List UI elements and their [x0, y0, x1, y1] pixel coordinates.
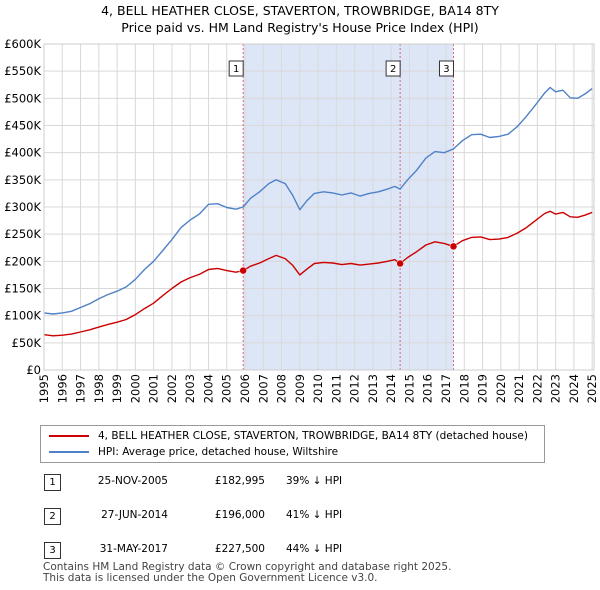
- y-tick-label: £550K: [4, 64, 41, 78]
- y-tick-label: £500K: [4, 91, 41, 105]
- x-tick-label: 1995: [37, 374, 51, 403]
- x-tick-label: 2019: [476, 374, 490, 403]
- x-tick-label: 1999: [110, 374, 124, 403]
- footer: Contains HM Land Registry data © Crown c…: [43, 562, 451, 584]
- y-tick-label: £50K: [12, 336, 42, 350]
- x-tick-label: 2021: [512, 374, 526, 403]
- transaction-date: 31-MAY-2017: [99, 543, 168, 555]
- y-tick-label: £150K: [4, 282, 41, 296]
- series-line-property: [43, 210, 593, 337]
- x-tick-label: 1998: [92, 374, 106, 403]
- sale-point: [396, 259, 404, 268]
- transaction-price: £182,995: [214, 475, 265, 487]
- legend-label-property: 4, BELL HEATHER CLOSE, STAVERTON, TROWBR…: [98, 430, 528, 442]
- y-tick-label: £600K: [4, 37, 41, 51]
- marker-badge: 1: [228, 60, 244, 77]
- x-tick-label: 2009: [293, 374, 307, 403]
- y-tick-label: £0: [26, 363, 41, 377]
- price-chart: £0 £50K £100K £150K £200K £250K £300K £350K £400…: [4, 37, 599, 403]
- x-tick-label: 2022: [530, 374, 544, 403]
- x-tick-label: 2016: [421, 374, 435, 403]
- sale-point: [239, 266, 247, 275]
- x-tick-label: 2013: [366, 374, 380, 403]
- chart-legend: 4, BELL HEATHER CLOSE, STAVERTON, TROWBR…: [40, 425, 545, 463]
- marker-badge-label: 3: [443, 64, 449, 75]
- legend-item-property: 4, BELL HEATHER CLOSE, STAVERTON, TROWBR…: [49, 428, 528, 444]
- transaction-date: 25-NOV-2005: [97, 475, 168, 487]
- marker-badge-label: 2: [390, 64, 396, 75]
- y-tick-label: £300K: [4, 200, 41, 214]
- transaction-number: 2: [44, 508, 61, 525]
- x-tick-label: 2005: [220, 374, 234, 403]
- y-tick-label: £450K: [4, 119, 41, 133]
- marker-badge: 3: [438, 60, 454, 77]
- legend-item-hpi: HPI: Average price, detached house, Wilt…: [49, 444, 338, 460]
- x-tick-label: 2020: [494, 374, 508, 403]
- x-tick-label: 2000: [128, 374, 142, 403]
- footer-copyright: Contains HM Land Registry data © Crown c…: [43, 561, 452, 573]
- y-tick-label: £400K: [4, 146, 41, 160]
- x-tick-label: 2008: [275, 374, 289, 403]
- x-tick-label: 1997: [74, 374, 88, 403]
- transaction-price: £227,500: [214, 543, 265, 555]
- marker-badge: 2: [385, 60, 401, 77]
- x-tick-label: 2003: [183, 374, 197, 403]
- transaction-hpi-diff: 44% ↓ HPI: [286, 543, 343, 555]
- transaction-number: 3: [44, 542, 61, 559]
- x-tick-label: 2007: [256, 374, 270, 403]
- x-tick-label: 2018: [457, 374, 471, 403]
- y-tick-label: £200K: [4, 254, 41, 268]
- x-tick-label: 2024: [567, 374, 581, 403]
- transaction-price: £196,000: [214, 509, 265, 521]
- x-tick-label: 2012: [348, 374, 362, 403]
- x-tick-label: 2017: [439, 374, 453, 403]
- marker-badge-box: [228, 60, 244, 77]
- x-tick-label: 2015: [402, 374, 416, 403]
- transaction-date: 27-JUN-2014: [101, 509, 168, 521]
- x-tick-label: 2002: [165, 374, 179, 403]
- transaction-hpi-diff: 39% ↓ HPI: [286, 475, 343, 487]
- marker-badge-label: 1: [233, 64, 239, 75]
- series-line-hpi: [43, 86, 593, 315]
- legend-swatch-property: [49, 435, 89, 437]
- x-tick-label: 2025: [585, 374, 599, 403]
- marker-badge-box: [438, 60, 454, 77]
- y-tick-label: £250K: [4, 227, 41, 241]
- legend-label-hpi: HPI: Average price, detached house, Wilt…: [98, 446, 339, 458]
- x-tick-label: 2014: [384, 374, 398, 403]
- y-tick-label: £350K: [4, 173, 41, 187]
- x-tick-label: 2023: [549, 374, 563, 403]
- title-line-2: Price paid vs. HM Land Registry's House …: [121, 20, 479, 35]
- x-tick-label: 2001: [147, 374, 161, 403]
- y-tick-label: £100K: [4, 309, 41, 323]
- sale-point: [449, 242, 458, 251]
- legend-swatch-hpi: [49, 451, 89, 453]
- x-tick-label: 2011: [329, 374, 343, 403]
- x-tick-label: 2006: [238, 374, 252, 403]
- footer-licence: This data is licensed under the Open Gov…: [43, 572, 378, 584]
- transaction-number: 1: [44, 474, 61, 491]
- plot-frame: [43, 43, 595, 371]
- title-line-1: 4, BELL HEATHER CLOSE, STAVERTON, TROWBR…: [101, 3, 499, 18]
- x-tick-label: 1996: [55, 374, 69, 403]
- x-tick-label: 2010: [311, 374, 325, 403]
- x-tick-label: 2004: [201, 374, 215, 403]
- transaction-hpi-diff: 41% ↓ HPI: [286, 509, 343, 521]
- chart-title: 4, BELL HEATHER CLOSE, STAVERTON, TROWBR…: [0, 2, 600, 36]
- marker-badge-box: [385, 60, 401, 77]
